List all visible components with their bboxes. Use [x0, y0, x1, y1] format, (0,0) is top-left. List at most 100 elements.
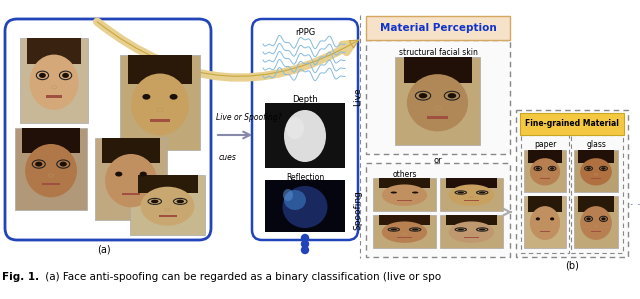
FancyBboxPatch shape — [446, 178, 497, 188]
Ellipse shape — [105, 154, 157, 207]
FancyBboxPatch shape — [42, 183, 60, 185]
Ellipse shape — [402, 234, 407, 235]
Ellipse shape — [595, 225, 598, 227]
Ellipse shape — [458, 228, 464, 231]
Text: glass: glass — [587, 140, 607, 149]
Ellipse shape — [580, 206, 612, 240]
FancyBboxPatch shape — [5, 19, 211, 240]
Ellipse shape — [479, 192, 485, 193]
Ellipse shape — [382, 222, 427, 243]
Text: Live: Live — [353, 88, 362, 106]
Ellipse shape — [550, 217, 554, 220]
Ellipse shape — [586, 217, 591, 220]
Text: others: others — [393, 170, 417, 179]
FancyBboxPatch shape — [440, 215, 503, 248]
Ellipse shape — [449, 222, 494, 243]
Ellipse shape — [29, 55, 79, 110]
FancyBboxPatch shape — [366, 16, 510, 40]
FancyBboxPatch shape — [574, 150, 618, 192]
Text: Depth: Depth — [292, 95, 318, 104]
Ellipse shape — [536, 217, 540, 220]
FancyBboxPatch shape — [524, 196, 566, 248]
Ellipse shape — [402, 196, 407, 198]
Ellipse shape — [390, 228, 397, 231]
Ellipse shape — [62, 73, 69, 78]
FancyBboxPatch shape — [380, 178, 429, 188]
FancyBboxPatch shape — [579, 150, 614, 163]
FancyBboxPatch shape — [150, 119, 170, 121]
Ellipse shape — [286, 117, 304, 139]
FancyBboxPatch shape — [15, 128, 87, 210]
FancyBboxPatch shape — [516, 110, 628, 257]
Ellipse shape — [60, 162, 67, 167]
Text: (b): (b) — [565, 260, 579, 270]
Ellipse shape — [51, 86, 57, 89]
Text: (a): (a) — [97, 245, 111, 255]
FancyBboxPatch shape — [464, 237, 479, 238]
Text: · · ·: · · · — [630, 200, 640, 210]
FancyBboxPatch shape — [366, 163, 510, 257]
Text: structural facial skin: structural facial skin — [399, 48, 477, 57]
Ellipse shape — [284, 190, 306, 210]
FancyBboxPatch shape — [528, 150, 562, 163]
FancyBboxPatch shape — [574, 196, 618, 248]
FancyBboxPatch shape — [540, 178, 550, 179]
FancyBboxPatch shape — [591, 178, 602, 179]
FancyBboxPatch shape — [579, 196, 614, 212]
FancyBboxPatch shape — [521, 135, 569, 253]
FancyBboxPatch shape — [395, 57, 480, 145]
FancyBboxPatch shape — [138, 175, 198, 193]
Ellipse shape — [39, 73, 46, 78]
Ellipse shape — [164, 209, 170, 211]
Text: Fine-grained Material: Fine-grained Material — [525, 120, 619, 129]
Ellipse shape — [595, 173, 598, 175]
Ellipse shape — [115, 172, 122, 176]
Ellipse shape — [141, 187, 195, 226]
Ellipse shape — [434, 106, 441, 110]
FancyBboxPatch shape — [520, 113, 624, 135]
FancyBboxPatch shape — [22, 128, 80, 152]
FancyBboxPatch shape — [46, 95, 62, 97]
Ellipse shape — [469, 234, 474, 235]
Text: Fig. 1.: Fig. 1. — [2, 272, 39, 282]
Ellipse shape — [284, 110, 326, 162]
Text: Live or Spoofing?: Live or Spoofing? — [216, 113, 282, 122]
Ellipse shape — [458, 192, 464, 193]
Ellipse shape — [412, 192, 419, 193]
FancyBboxPatch shape — [120, 55, 200, 150]
Ellipse shape — [143, 94, 150, 100]
Text: (a) Face anti-spoofing can be regarded as a binary classification (live or spo: (a) Face anti-spoofing can be regarded a… — [42, 272, 441, 282]
Ellipse shape — [177, 200, 184, 203]
Text: Material Perception: Material Perception — [380, 23, 497, 33]
FancyBboxPatch shape — [397, 237, 412, 238]
FancyBboxPatch shape — [591, 231, 602, 232]
Ellipse shape — [140, 172, 147, 176]
FancyBboxPatch shape — [128, 55, 192, 83]
Ellipse shape — [586, 167, 591, 170]
FancyBboxPatch shape — [440, 178, 503, 211]
Circle shape — [301, 240, 308, 248]
Text: cues: cues — [219, 153, 237, 162]
Text: rPPG: rPPG — [295, 28, 315, 37]
Ellipse shape — [128, 184, 134, 187]
FancyBboxPatch shape — [528, 196, 562, 212]
FancyBboxPatch shape — [373, 178, 436, 211]
Ellipse shape — [448, 93, 456, 98]
Text: or: or — [434, 156, 442, 165]
Ellipse shape — [580, 158, 612, 185]
FancyBboxPatch shape — [524, 150, 566, 192]
FancyBboxPatch shape — [102, 138, 160, 163]
Ellipse shape — [530, 206, 560, 240]
Ellipse shape — [602, 167, 605, 170]
FancyBboxPatch shape — [27, 38, 81, 63]
Ellipse shape — [550, 167, 554, 170]
FancyBboxPatch shape — [20, 38, 88, 123]
Text: paper: paper — [534, 140, 556, 149]
Ellipse shape — [407, 74, 468, 131]
FancyBboxPatch shape — [446, 215, 497, 225]
Ellipse shape — [479, 228, 485, 231]
FancyBboxPatch shape — [130, 175, 205, 235]
FancyBboxPatch shape — [122, 193, 140, 196]
Ellipse shape — [157, 108, 163, 112]
FancyBboxPatch shape — [428, 116, 448, 119]
